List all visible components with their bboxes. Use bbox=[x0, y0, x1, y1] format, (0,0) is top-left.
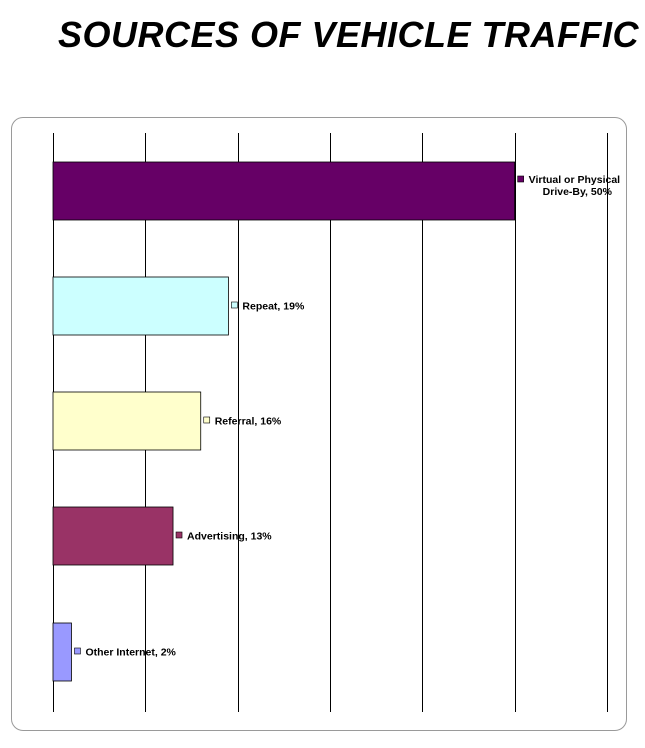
data-label: Repeat, 19% bbox=[242, 301, 305, 313]
data-label: Referral, 16% bbox=[215, 416, 282, 428]
page-title: SOURCES OF VEHICLE TRAFFIC bbox=[58, 14, 640, 55]
data-label-line: Other Internet, 2% bbox=[85, 647, 176, 659]
data-label: Advertising, 13% bbox=[187, 531, 272, 543]
bar bbox=[52, 506, 174, 566]
data-label-line: Virtual or Physical bbox=[529, 174, 621, 186]
data-label-line: Repeat, 19% bbox=[242, 301, 305, 313]
legend-key bbox=[74, 647, 81, 655]
legend-key bbox=[203, 416, 211, 424]
data-label-line: Advertising, 13% bbox=[187, 531, 272, 543]
data-label: Virtual or Physical Drive-By, 50% bbox=[529, 174, 621, 198]
data-label-line: Drive-By, 50% bbox=[543, 186, 613, 198]
data-label: Other Internet, 2% bbox=[85, 647, 176, 659]
bar bbox=[52, 622, 72, 682]
data-label-line: Referral, 16% bbox=[215, 416, 282, 428]
bar bbox=[52, 276, 229, 336]
bar bbox=[52, 391, 202, 451]
legend-key bbox=[231, 301, 238, 309]
legend-key bbox=[175, 531, 183, 539]
legend-key bbox=[517, 175, 524, 183]
bar bbox=[52, 161, 516, 221]
